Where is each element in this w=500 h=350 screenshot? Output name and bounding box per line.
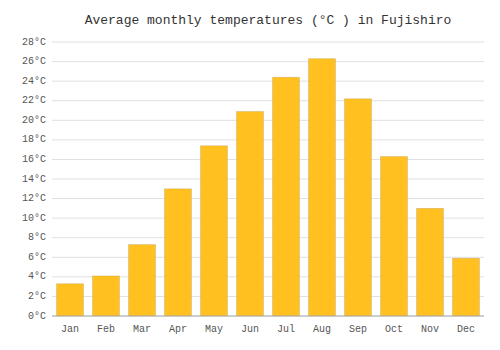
y-tick-label: 26°C: [22, 56, 46, 67]
x-tick-label: Jan: [61, 324, 79, 335]
y-tick-label: 10°C: [22, 213, 46, 224]
bar: [381, 156, 408, 316]
y-tick-label: 0°C: [28, 311, 46, 322]
bar: [165, 189, 192, 316]
grid-line: [52, 100, 484, 101]
bars: [57, 59, 480, 316]
grid-line: [52, 316, 484, 317]
chart-title: Average monthly temperatures (°C ) in Fu…: [85, 13, 452, 28]
bar: [237, 111, 264, 316]
x-tick-label: Jun: [241, 324, 259, 335]
bar: [57, 284, 84, 316]
x-tick-label: Jul: [277, 324, 295, 335]
x-tick-label: Oct: [385, 324, 403, 335]
x-tick-label: Dec: [457, 324, 475, 335]
y-axis: 0°C 2°C 4°C 6°C 8°C 10°C 12°C 14°C 16°C 18°C 20°C 2…: [22, 37, 46, 322]
bar: [309, 59, 336, 316]
y-tick-label: 22°C: [22, 95, 46, 106]
y-tick-label: 28°C: [22, 37, 46, 48]
grid-line: [52, 159, 484, 160]
x-tick-label: Mar: [133, 324, 151, 335]
y-tick-label: 20°C: [22, 115, 46, 126]
bar: [345, 99, 372, 316]
bar: [273, 77, 300, 316]
y-tick-label: 18°C: [22, 134, 46, 145]
bar: [417, 208, 444, 316]
x-tick-label: Aug: [313, 324, 331, 335]
bar: [93, 276, 120, 316]
chart-svg: Average monthly temperatures (°C ) in Fu…: [0, 0, 500, 350]
bar: [201, 146, 228, 316]
grid-line: [52, 198, 484, 199]
x-tick-label: Feb: [97, 324, 115, 335]
x-tick-label: Nov: [421, 324, 439, 335]
grid-line: [52, 81, 484, 82]
y-tick-label: 6°C: [28, 252, 46, 263]
grid-line: [52, 139, 484, 140]
bar: [129, 245, 156, 316]
y-tick-label: 8°C: [28, 232, 46, 243]
grid-line: [52, 42, 484, 43]
grid-line: [52, 61, 484, 62]
grid-line: [52, 120, 484, 121]
chart-container: Average monthly temperatures (°C ) in Fu…: [0, 0, 500, 350]
x-tick-label: Sep: [349, 324, 367, 335]
x-tick-label: May: [205, 324, 223, 335]
y-tick-label: 4°C: [28, 271, 46, 282]
bar: [453, 258, 480, 316]
y-tick-label: 16°C: [22, 154, 46, 165]
x-tick-label: Apr: [169, 324, 187, 335]
y-tick-label: 2°C: [28, 291, 46, 302]
y-tick-label: 24°C: [22, 76, 46, 87]
grid-line: [52, 179, 484, 180]
x-axis-line: [52, 316, 484, 317]
y-tick-label: 14°C: [22, 174, 46, 185]
x-axis: Jan Feb Mar Apr May Jun Jul Aug Sep Oct Nov Dec: [61, 324, 475, 335]
grid: [52, 42, 484, 316]
y-tick-label: 12°C: [22, 193, 46, 204]
